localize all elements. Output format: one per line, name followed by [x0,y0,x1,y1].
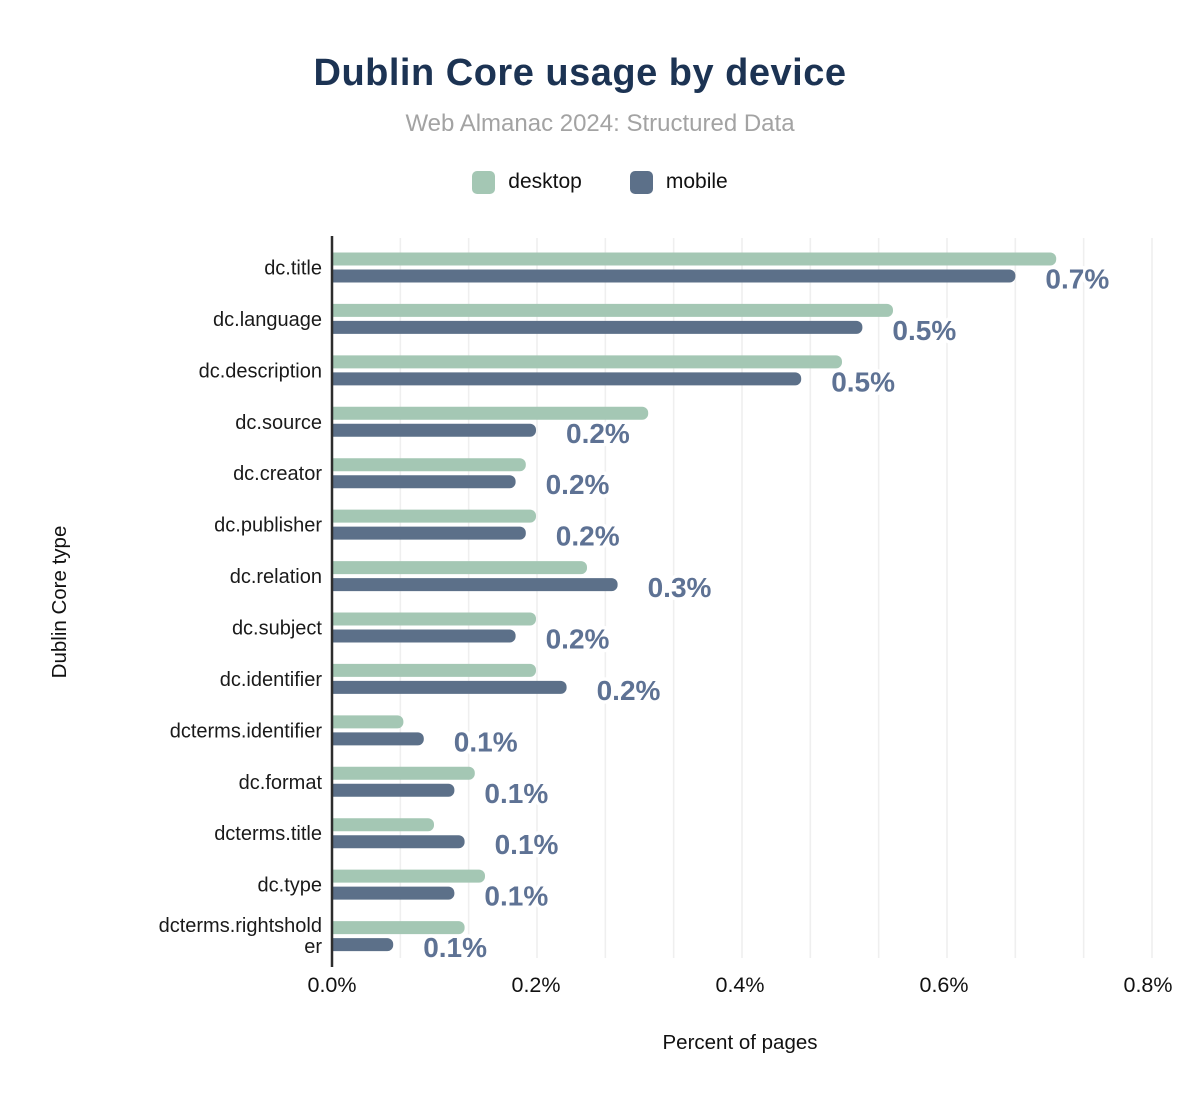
chart-title: Dublin Core usage by device [313,52,847,94]
bar-desktop-dc.type [332,869,485,883]
legend-label-mobile: mobile [665,170,728,193]
legend-label-desktop: desktop [508,170,582,193]
category-label-dc.subject: dc.subject [232,618,322,640]
bar-mobile-dc.title [332,269,1016,283]
category-label-dcterms.rightsholder: dcterms.rightshold er [159,915,323,958]
value-label-dc.language: 0.5% [892,315,956,346]
legend-swatch-desktop-icon [472,170,496,194]
value-label-dc.source: 0.2% [566,418,630,449]
legend-swatch-mobile-icon [629,170,653,194]
bar-mobile-dc.publisher [332,526,526,540]
category-label-dc.language: dc.language [213,309,322,331]
category-label-dcterms.title: dcterms.title [214,823,322,845]
bar-mobile-dcterms.identifier [332,732,424,746]
category-label-dc.description: dc.description [199,360,322,382]
value-label-dcterms.identifier: 0.1% [454,726,518,757]
category-label-dc.title: dc.title [264,258,322,280]
value-label-dc.relation: 0.3% [648,572,712,603]
bar-desktop-dcterms.title [332,818,434,832]
bar-mobile-dc.language [332,320,863,334]
bar-desktop-dc.subject [332,612,536,626]
category-label-dc.identifier: dc.identifier [220,669,323,691]
x-tick-label-0.0%: 0.0% [307,973,356,997]
bar-mobile-dc.source [332,423,536,437]
bar-mobile-dcterms.rightsholder [332,938,394,952]
category-label-dc.publisher: dc.publisher [214,515,322,537]
bar-desktop-dc.relation [332,561,587,575]
value-label-dc.title: 0.7% [1045,264,1109,295]
legend-item-desktop[interactable]: desktop [472,170,582,194]
bar-mobile-dc.relation [331,578,618,592]
value-label-dc.publisher: 0.2% [556,521,620,552]
x-tick-label-0.8%: 0.8% [1123,973,1172,997]
value-label-dc.creator: 0.2% [546,469,610,500]
bar-mobile-dc.description [332,372,802,386]
x-axis-title: Percent of pages [663,1031,818,1054]
bar-mobile-dc.subject [331,629,516,643]
value-label-dc.description: 0.5% [831,366,895,397]
x-tick-label-0.4%: 0.4% [715,973,764,997]
value-label-dcterms.rightsholder: 0.1% [423,932,487,963]
bar-desktop-dc.identifier [332,663,536,677]
category-label-dc.type: dc.type [258,875,322,897]
bar-mobile-dc.creator [331,475,516,489]
bar-desktop-dcterms.identifier [332,715,404,729]
bar-desktop-dc.creator [332,458,526,472]
bar-desktop-dc.format [332,766,475,780]
category-label-dc.creator: dc.creator [233,463,322,485]
category-label-dc.format: dc.format [239,772,323,794]
value-label-dc.subject: 0.2% [546,624,610,655]
bar-mobile-dc.format [332,783,455,797]
value-label-dc.type: 0.1% [484,881,548,912]
chart-legend: desktop mobile [0,170,1200,194]
value-label-dc.format: 0.1% [484,778,548,809]
chart-subtitle: Web Almanac 2024: Structured Data [405,110,795,137]
bar-desktop-dc.publisher [332,509,536,523]
bar-mobile-dc.identifier [331,680,567,694]
bar-desktop-dc.description [332,355,842,369]
value-label-dc.identifier: 0.2% [597,675,661,706]
value-label-dcterms.title: 0.1% [495,829,559,860]
bar-desktop-dc.source [332,406,649,420]
bar-desktop-dcterms.rightsholder [332,921,465,935]
bar-desktop-dc.title [331,252,1057,266]
x-tick-label-0.6%: 0.6% [919,973,968,997]
bar-desktop-dc.language [332,303,893,317]
x-tick-label-0.2%: 0.2% [511,973,560,997]
bar-mobile-dc.type [332,886,455,900]
bar-mobile-dcterms.title [332,835,465,849]
category-label-dc.source: dc.source [235,412,322,434]
y-axis-title: Dublin Core type [48,526,71,679]
legend-item-mobile[interactable]: mobile [629,170,728,194]
category-label-dcterms.identifier: dcterms.identifier [170,720,323,742]
category-label-dc.relation: dc.relation [230,566,322,588]
